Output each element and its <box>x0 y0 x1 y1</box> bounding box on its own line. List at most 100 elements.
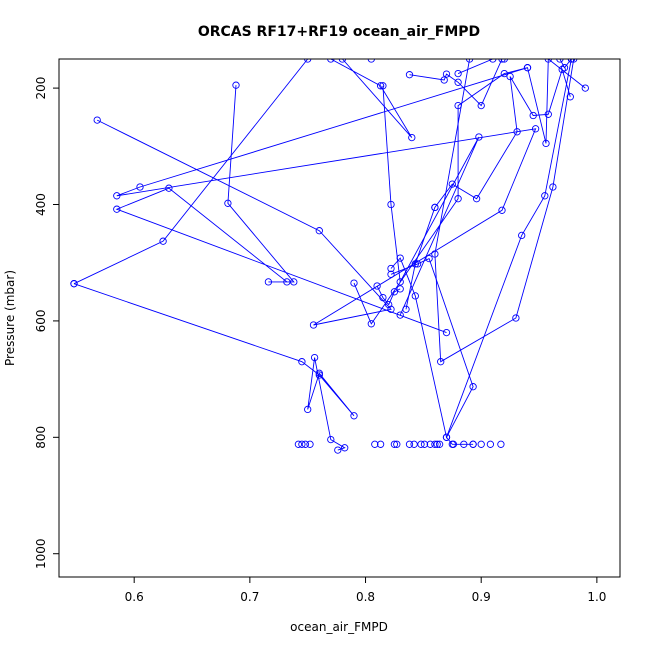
data-point <box>294 440 303 448</box>
data-point <box>454 69 462 78</box>
data-point <box>385 300 393 309</box>
data-point <box>500 69 508 78</box>
data-point <box>541 192 549 200</box>
data-point <box>393 440 401 448</box>
y-tick-label: 400 <box>34 193 48 216</box>
y-tick-label: 200 <box>34 77 48 100</box>
data-point <box>498 206 506 214</box>
series-line-11 <box>330 59 413 138</box>
data-point <box>338 59 347 63</box>
data-point <box>405 71 414 79</box>
data-point <box>469 440 477 448</box>
data-point <box>387 305 395 313</box>
x-tick-label: 1.0 <box>587 590 606 604</box>
data-point <box>315 227 323 235</box>
data-point <box>420 440 429 448</box>
data-point <box>435 440 444 448</box>
plot-lines <box>73 59 586 451</box>
series-line-12 <box>409 59 503 107</box>
data-point <box>437 358 445 366</box>
series-line-1 <box>96 67 537 326</box>
data-point <box>315 369 323 377</box>
data-point <box>544 110 552 118</box>
data-point <box>387 200 395 209</box>
y-axis: 200 400 600 800 1000 <box>34 77 59 569</box>
data-point <box>306 440 314 448</box>
data-point <box>549 183 557 191</box>
data-point <box>283 278 291 286</box>
data-point <box>309 321 318 329</box>
data-point <box>159 237 167 245</box>
data-point <box>379 82 387 90</box>
data-point <box>486 440 495 448</box>
data-point <box>390 440 399 448</box>
data-point <box>460 440 468 448</box>
data-point <box>477 440 485 448</box>
data-point <box>498 59 506 63</box>
data-point <box>396 311 404 319</box>
data-point <box>413 260 422 268</box>
data-point <box>408 133 416 142</box>
data-point <box>560 64 569 72</box>
data-point <box>70 280 78 288</box>
series-line-4 <box>73 283 355 451</box>
x-tick-label: 0.6 <box>125 590 144 604</box>
data-point <box>489 59 497 63</box>
data-point <box>224 199 232 207</box>
data-point <box>442 70 451 78</box>
data-point <box>410 440 418 448</box>
x-tick-label: 0.8 <box>356 590 375 604</box>
y-axis-label: Pressure (mbar) <box>3 270 17 366</box>
y-tick-label: 800 <box>34 426 48 449</box>
data-point <box>165 184 173 192</box>
data-point <box>477 101 485 110</box>
x-tick-label: 0.7 <box>240 590 259 604</box>
x-axis: 0.6 0.7 0.8 0.9 1.0 <box>125 577 606 604</box>
plot-frame <box>58 58 621 578</box>
data-point <box>454 78 462 86</box>
y-tick-label: 1000 <box>34 538 48 569</box>
x-axis-label: ocean_air_FMPD <box>290 620 388 634</box>
data-point <box>387 264 395 273</box>
data-point <box>232 81 240 89</box>
data-point <box>264 278 273 286</box>
data-point <box>405 440 414 448</box>
data-point <box>544 59 552 63</box>
data-point <box>475 133 483 141</box>
data-point <box>136 183 144 191</box>
data-point <box>327 59 335 63</box>
data-point <box>298 358 306 366</box>
data-point <box>566 93 574 101</box>
data-point <box>371 440 379 448</box>
data-point <box>442 328 451 337</box>
data-point <box>567 59 576 63</box>
series-line-8 <box>405 67 571 310</box>
data-point <box>411 260 419 268</box>
data-point <box>448 180 456 188</box>
data-point <box>304 59 312 63</box>
data-point <box>387 270 395 278</box>
data-point <box>390 288 399 296</box>
data-point <box>379 293 387 302</box>
data-point <box>433 440 441 448</box>
data-point <box>431 203 439 212</box>
data-point <box>506 72 514 81</box>
data-point <box>411 292 419 300</box>
data-point <box>113 192 121 200</box>
data-point <box>298 440 306 448</box>
data-point <box>542 139 550 148</box>
data-point <box>449 440 458 448</box>
data-point <box>301 440 310 448</box>
data-point <box>376 82 385 90</box>
data-point <box>558 65 566 74</box>
data-point <box>341 444 349 452</box>
data-point <box>531 125 540 133</box>
data-point <box>469 383 477 391</box>
data-point <box>350 279 358 287</box>
data-point <box>556 59 564 63</box>
data-point <box>512 314 520 322</box>
data-point <box>402 305 410 313</box>
data-point <box>431 440 439 448</box>
data-point <box>373 282 381 290</box>
data-point <box>518 231 526 240</box>
